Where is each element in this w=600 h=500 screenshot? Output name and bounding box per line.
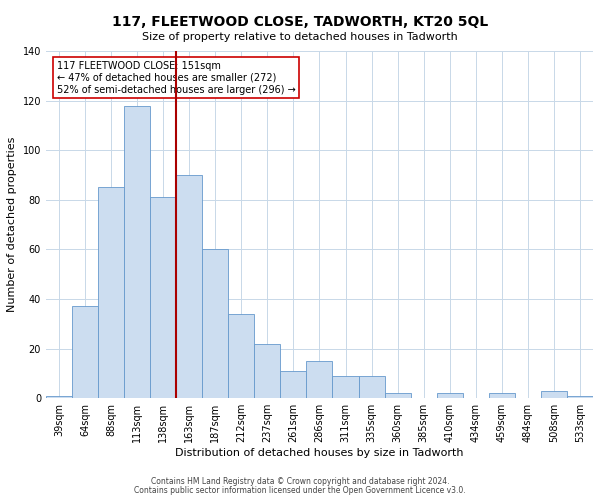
Bar [280,371,307,398]
Bar [567,396,593,398]
Bar [176,175,202,398]
X-axis label: Distribution of detached houses by size in Tadworth: Distribution of detached houses by size … [175,448,464,458]
Bar [254,344,280,398]
Bar [359,376,385,398]
Text: 117 FLEETWOOD CLOSE: 151sqm
← 47% of detached houses are smaller (272)
52% of se: 117 FLEETWOOD CLOSE: 151sqm ← 47% of det… [57,62,296,94]
Y-axis label: Number of detached properties: Number of detached properties [7,137,17,312]
Bar [307,361,332,399]
Bar [437,394,463,398]
Text: Contains public sector information licensed under the Open Government Licence v3: Contains public sector information licen… [134,486,466,495]
Bar [541,391,567,398]
Bar [489,394,515,398]
Bar [228,314,254,398]
Text: Size of property relative to detached houses in Tadworth: Size of property relative to detached ho… [142,32,458,42]
Bar [332,376,359,398]
Bar [98,188,124,398]
Bar [72,306,98,398]
Bar [150,198,176,398]
Bar [124,106,150,399]
Text: 117, FLEETWOOD CLOSE, TADWORTH, KT20 5QL: 117, FLEETWOOD CLOSE, TADWORTH, KT20 5QL [112,15,488,29]
Text: Contains HM Land Registry data © Crown copyright and database right 2024.: Contains HM Land Registry data © Crown c… [151,477,449,486]
Bar [385,394,410,398]
Bar [46,396,72,398]
Bar [202,250,228,398]
